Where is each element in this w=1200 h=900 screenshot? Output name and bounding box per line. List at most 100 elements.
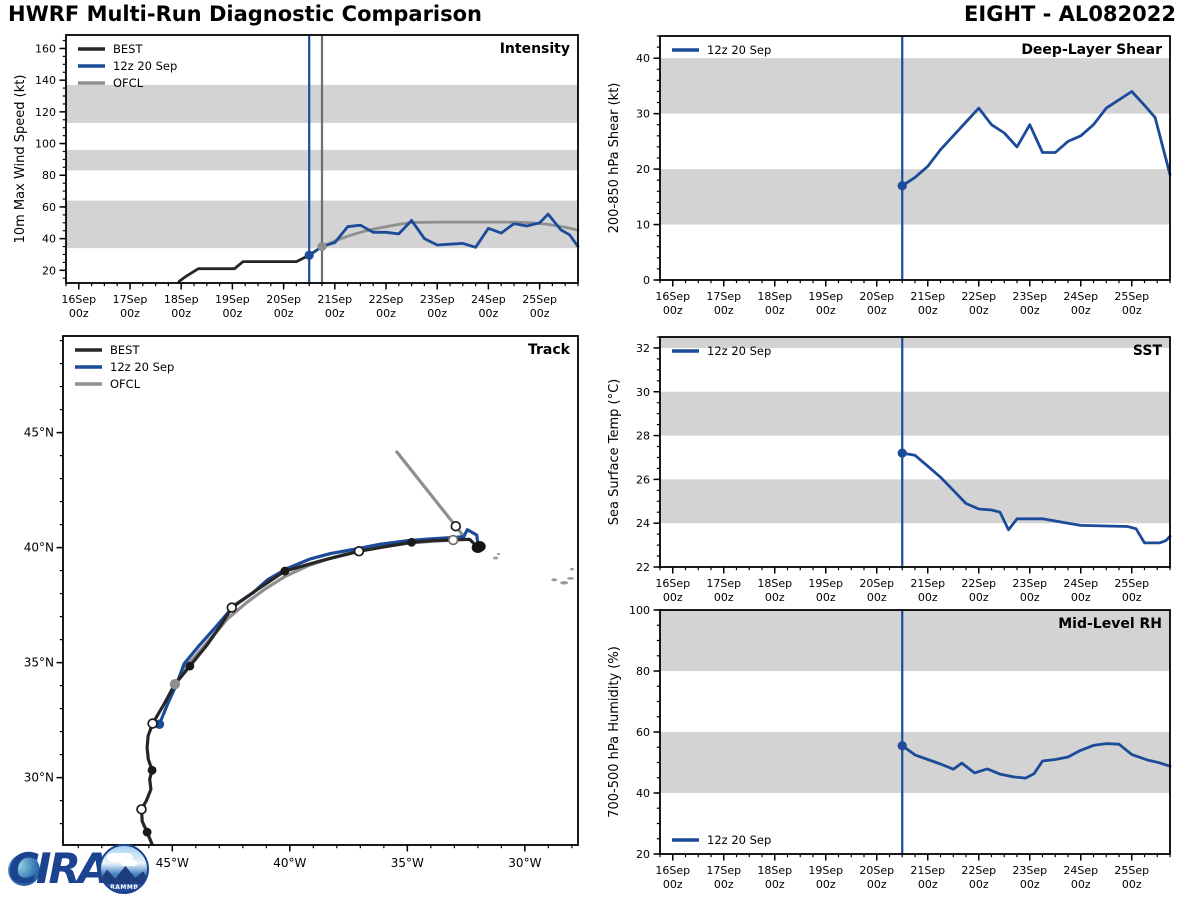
rammb-badge-label: RAMMB [110,884,139,891]
x-tick-label: 20Sep [859,864,894,877]
x-tick-label: 21Sep [910,864,945,877]
track-line-12z-20-sep [157,528,480,726]
lat-tick-label: 30°N [24,771,54,785]
x-tick-label: 00z [1071,591,1091,604]
y-tick-label: 20 [636,848,650,861]
track-marker-grayopen [447,534,459,546]
track-y-axis: 30°N 35°N 40°N 45°N [24,340,63,825]
x-tick-label: 00z [479,307,499,320]
x-tick-label: 24Sep [1063,290,1098,303]
track-legend: BEST 12z 20 Sep OFCL [75,343,174,391]
x-tick-label: 22Sep [369,293,404,306]
cira-logo-text: CIRA [8,844,110,893]
shear-marker [897,181,907,191]
x-tick-label: 00z [1122,591,1142,604]
x-tick-label: 00z [69,307,89,320]
x-tick-label: 22Sep [961,290,996,303]
island [569,568,574,571]
lon-tick-label: 40°W [273,856,306,870]
x-tick-label: 17Sep [706,864,741,877]
lat-tick-label: 40°N [24,541,54,555]
legend-label: 12z 20 Sep [110,360,174,374]
x-tick-label: 25Sep [1114,290,1149,303]
y-tick-label: 40 [636,52,650,65]
x-tick-label: 17Sep [706,290,741,303]
lon-tick-label: 45°W [156,856,189,870]
track-marker-open [353,546,365,557]
panel-shear: Deep-Layer Shear16Sep00z17Sep00z18Sep00z… [607,35,1172,317]
x-tick-label: 16Sep [655,577,690,590]
sst-legend: 12z 20 Sep [672,344,771,358]
x-tick-label: 00z [714,591,734,604]
x-tick-label: 24Sep [1063,864,1098,877]
x-tick-label: 00z [530,307,550,320]
track-frame [62,335,579,846]
rammb-badge: RAMMB [99,844,150,894]
shear-y-axis: 0 10 20 30 40 [636,35,660,287]
cira-logo: CIRA [8,841,110,897]
shear-ylabel: 200-850 hPa Shear (kt) [607,83,622,234]
x-tick-label: 00z [1071,878,1091,891]
x-tick-label: 00z [867,304,887,317]
intensity-x-axis: 16Sep00z17Sep00z18Sep00z19Sep00z20Sep00z… [61,283,579,320]
x-tick-label: 19Sep [808,864,843,877]
track-marker-dot [185,661,195,671]
sst-panel-title: SST [1133,343,1163,359]
x-tick-label: 23Sep [1012,577,1047,590]
intensity-marker [304,250,314,260]
island [567,577,574,580]
sst-x-axis: 16Sep00z17Sep00z18Sep00z19Sep00z20Sep00z… [655,567,1171,604]
track-line-best [139,537,480,845]
y-tick-label: 80 [636,665,650,678]
rh-legend: 12z 20 Sep [672,833,771,847]
panel-sst: SST16Sep00z17Sep00z18Sep00z19Sep00z20Sep… [607,336,1172,604]
y-tick-label: 0 [643,274,650,287]
rh-x-axis: 16Sep00z17Sep00z18Sep00z19Sep00z20Sep00z… [655,854,1171,891]
x-tick-label: 00z [171,307,191,320]
sst-y-axis: 22 24 26 28 30 32 [636,336,660,574]
lat-tick-label: 35°N [24,656,54,670]
legend-label: 12z 20 Sep [707,833,771,847]
x-tick-label: 24Sep [1063,577,1098,590]
x-tick-label: 00z [969,304,989,317]
x-tick-label: 16Sep [655,290,690,303]
x-tick-label: 00z [427,307,447,320]
y-tick-label: 30 [636,108,650,121]
x-tick-label: 00z [969,591,989,604]
x-tick-label: 00z [918,878,938,891]
x-tick-label: 18Sep [164,293,199,306]
y-tick-label: 100 [629,604,650,617]
intensity-marker [317,241,327,252]
x-tick-label: 22Sep [961,864,996,877]
rh-series-12z-20-sep [900,742,1172,780]
shear-panel-title: Deep-Layer Shear [1021,42,1162,58]
sst-frame [659,336,1171,568]
x-tick-label: 20Sep [859,577,894,590]
track-marker-open [226,602,238,613]
x-tick-label: 00z [663,878,683,891]
x-tick-label: 22Sep [961,577,996,590]
legend-label: OFCL [110,377,141,391]
legend-label: 12z 20 Sep [707,344,771,358]
island [496,552,501,556]
shear-legend: 12z 20 Sep [672,43,771,57]
x-tick-label: 00z [816,304,836,317]
track-marker-open [147,718,158,729]
page-title: HWRF Multi-Run Diagnostic Comparison [8,2,483,26]
x-tick-label: 00z [120,307,140,320]
sst-ylabel: Sea Surface Temp (°C) [607,379,622,526]
x-tick-label: 00z [765,591,785,604]
x-tick-label: 00z [376,307,396,320]
lon-tick-label: 30°W [508,856,541,870]
track-line-ofcl [173,450,466,686]
shear-series-12z-20-sep [900,90,1172,188]
rh-panel-title: Mid-Level RH [1058,616,1162,632]
track-marker-dot [280,566,290,576]
shear-x-axis: 16Sep00z17Sep00z18Sep00z19Sep00z20Sep00z… [655,280,1171,317]
lon-tick-label: 35°W [391,856,424,870]
y-tick-label: 30 [636,386,650,399]
x-tick-label: 17Sep [113,293,148,306]
legend-label: BEST [113,42,143,56]
rh-band [660,610,1170,671]
